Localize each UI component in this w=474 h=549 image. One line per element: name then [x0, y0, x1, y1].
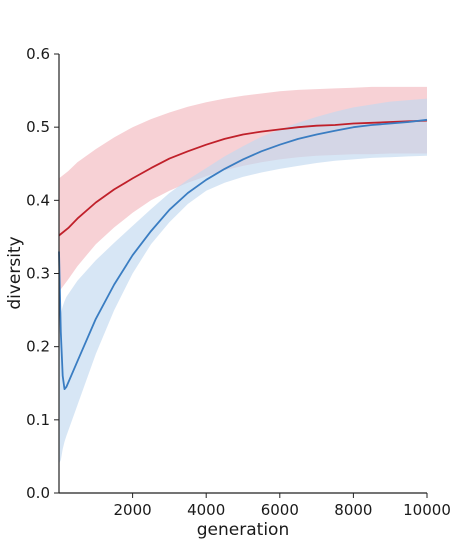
y-tick-label: 0.6 — [26, 45, 50, 63]
series-1-band — [59, 98, 427, 464]
x-tick-label: 4000 — [187, 501, 225, 519]
series-0-line — [58, 119, 428, 237]
y-axis-ticks: 0.0 0.1 0.2 0.3 0.4 0.5 0.6 — [26, 45, 59, 502]
y-axis-title: diversity — [5, 236, 25, 309]
x-tick-label: 8000 — [334, 501, 372, 519]
y-tick-label: 0.4 — [26, 191, 50, 209]
y-tick-label: 0.5 — [26, 118, 50, 136]
series-1-line — [58, 118, 428, 390]
x-tick-label: 10000 — [403, 501, 451, 519]
x-axis-ticks: 2000 4000 6000 8000 10000 — [114, 493, 451, 519]
y-tick-label: 0.2 — [26, 338, 50, 356]
confidence-bands — [59, 86, 427, 464]
x-tick-label: 2000 — [114, 501, 152, 519]
y-tick-label: 0.3 — [26, 265, 50, 283]
y-tick-label: 0.0 — [26, 484, 50, 502]
x-tick-label: 6000 — [261, 501, 299, 519]
series-lines — [58, 118, 428, 390]
y-tick-label: 0.1 — [26, 411, 50, 429]
x-axis-title: generation — [197, 520, 289, 540]
